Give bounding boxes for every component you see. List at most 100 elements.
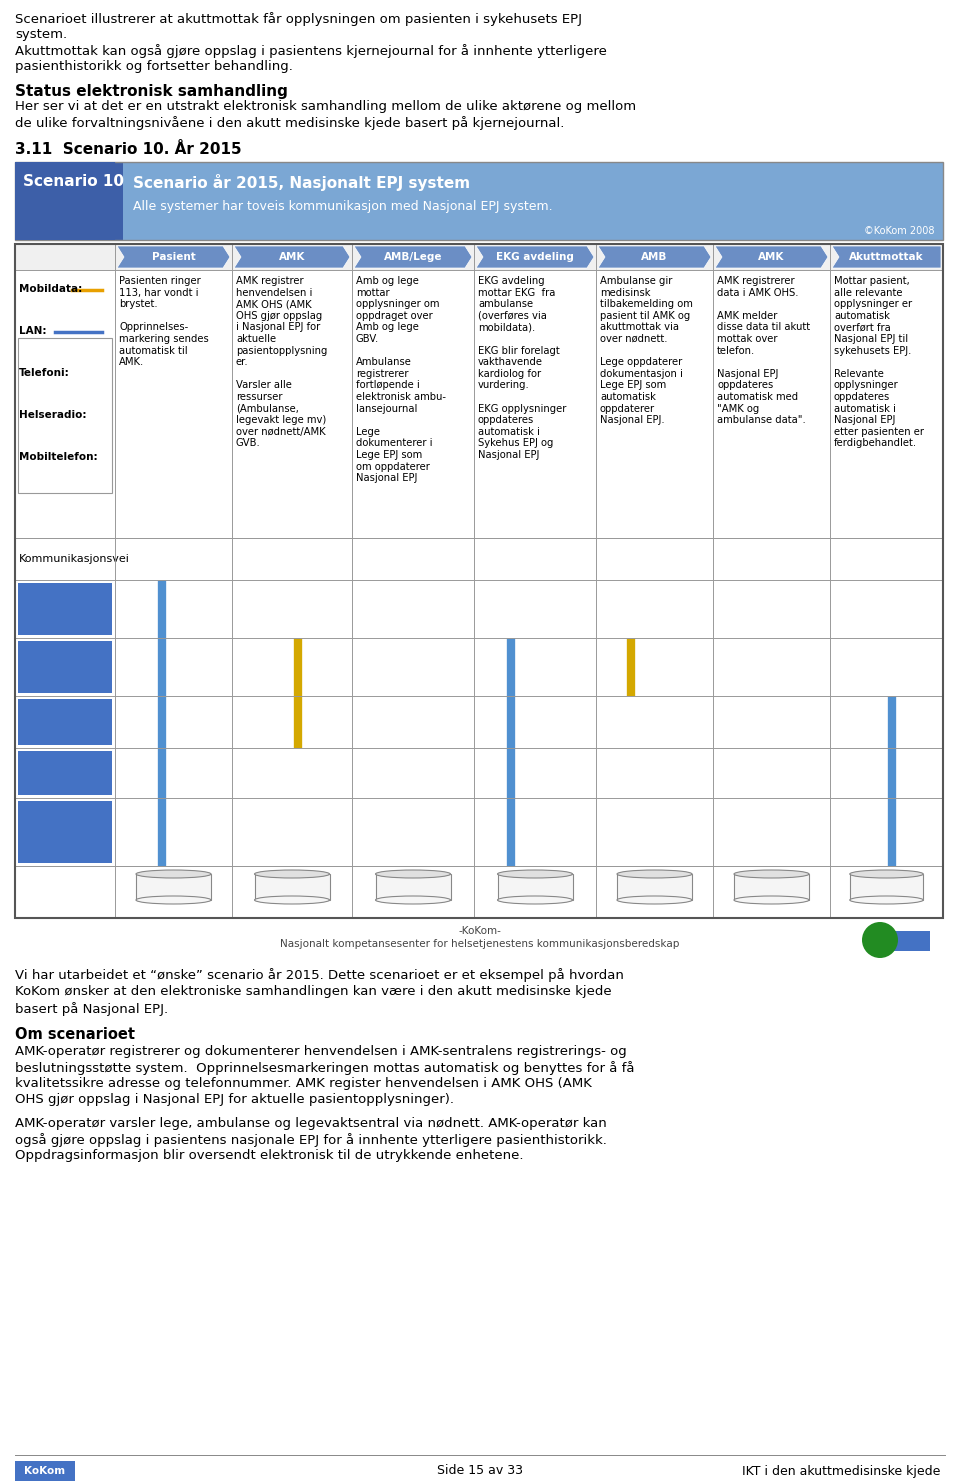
- Text: beslutningsstøtte system.  Opprinnelsesmarkeringen mottas automatisk og benyttes: beslutningsstøtte system. Opprinnelsesma…: [15, 1060, 635, 1075]
- Text: Her ser vi at det er en utstrakt elektronisk samhandling mellom de ulike aktøren: Her ser vi at det er en utstrakt elektro…: [15, 101, 636, 113]
- Text: Scenario år 2015, Nasjonalt EPJ system: Scenario år 2015, Nasjonalt EPJ system: [133, 173, 470, 191]
- Text: Om scenarioet: Om scenarioet: [15, 1026, 135, 1043]
- Text: Lege i vakt: Lege i vakt: [29, 825, 102, 838]
- Bar: [254, 874, 329, 900]
- Text: OHS gjør oppslag i Nasjonal EPJ for aktuelle pasientopplysninger).: OHS gjør oppslag i Nasjonal EPJ for aktu…: [15, 1093, 454, 1106]
- Polygon shape: [15, 161, 123, 240]
- Text: AMK: AMK: [758, 252, 784, 262]
- Text: Nasjonal EPJ: Nasjonal EPJ: [507, 883, 563, 892]
- Bar: [18, 801, 112, 863]
- Bar: [15, 244, 943, 918]
- Text: basert på Nasjonal EPJ.: basert på Nasjonal EPJ.: [15, 1003, 168, 1016]
- Text: Nasjonal EPJ: Nasjonal EPJ: [264, 883, 320, 892]
- Bar: [375, 874, 450, 900]
- Polygon shape: [354, 246, 472, 268]
- Bar: [136, 874, 211, 900]
- Text: Akuttmottak: Akuttmottak: [850, 252, 924, 262]
- Text: AMK registrer
henvendelsen i
AMK OHS (AMK
OHS gjør oppslag
i Nasjonal EPJ for
ak: AMK registrer henvendelsen i AMK OHS (AM…: [236, 275, 327, 449]
- Text: 3.11  Scenario 10. År 2015: 3.11 Scenario 10. År 2015: [15, 142, 242, 157]
- Text: IKT i den akuttmedisinske kjede: IKT i den akuttmedisinske kjede: [742, 1465, 940, 1478]
- Text: Telefoni:: Telefoni:: [19, 367, 70, 378]
- Bar: [18, 751, 112, 795]
- Text: Akuttmottak kan også gjøre oppslag i pasientens kjernejournal for å innhente ytt: Akuttmottak kan også gjøre oppslag i pas…: [15, 44, 607, 58]
- Text: Vi har utarbeidet et “ønske” scenario år 2015. Dette scenarioet er et eksempel p: Vi har utarbeidet et “ønske” scenario år…: [15, 969, 624, 982]
- Text: Pasienten ringer
113, har vondt i
brystet.

Opprinnelses-
markering sendes
autom: Pasienten ringer 113, har vondt i bryste…: [119, 275, 208, 367]
- Text: også gjøre oppslag i pasientens nasjonale EPJ for å innhente ytterligere pasient: også gjøre oppslag i pasientens nasjonal…: [15, 1133, 607, 1146]
- Ellipse shape: [254, 869, 329, 878]
- Text: Pasient: Pasient: [152, 252, 196, 262]
- Text: LV-sentral: LV-sentral: [32, 767, 98, 779]
- Text: Nasjonal EPJ: Nasjonal EPJ: [627, 883, 683, 892]
- Text: Status elektronisk samhandling: Status elektronisk samhandling: [15, 84, 288, 99]
- Text: Nasjonal EPJ: Nasjonal EPJ: [744, 883, 799, 892]
- Polygon shape: [117, 246, 230, 268]
- Ellipse shape: [734, 896, 809, 903]
- Text: -KoKom-: -KoKom-: [459, 926, 501, 936]
- Text: Scenarioet illustrerer at akuttmottak får opplysningen om pasienten i sykehusets: Scenarioet illustrerer at akuttmottak få…: [15, 12, 582, 27]
- Bar: [18, 338, 112, 493]
- Bar: [18, 699, 112, 745]
- Bar: [617, 874, 692, 900]
- Bar: [15, 1460, 75, 1481]
- Text: LAN:: LAN:: [19, 326, 46, 336]
- Ellipse shape: [617, 869, 692, 878]
- Polygon shape: [476, 246, 594, 268]
- Polygon shape: [598, 246, 711, 268]
- Text: Sykehus: Sykehus: [37, 715, 92, 729]
- Bar: [123, 161, 943, 240]
- Text: AMK-operatør varsler lege, ambulanse og legevaktsentral via nødnett. AMK-operatø: AMK-operatør varsler lege, ambulanse og …: [15, 1117, 607, 1130]
- Bar: [870, 932, 930, 951]
- Bar: [734, 874, 809, 900]
- Text: ©KoKom 2008: ©KoKom 2008: [865, 227, 935, 235]
- Text: AMK: AMK: [50, 603, 80, 616]
- Text: Ambulanse: Ambulanse: [29, 661, 102, 674]
- Text: AMK registrerer
data i AMK OHS.

AMK melder
disse data til akutt
mottak over
tel: AMK registrerer data i AMK OHS. AMK meld…: [717, 275, 810, 425]
- Text: Mobiltelefon:: Mobiltelefon:: [19, 452, 98, 462]
- Text: KoKom ønsker at den elektroniske samhandlingen kan være i den akutt medisinske k: KoKom ønsker at den elektroniske samhand…: [15, 985, 612, 998]
- Circle shape: [862, 923, 898, 958]
- Ellipse shape: [375, 869, 450, 878]
- Text: AMK-operatør registrerer og dokumenterer henvendelsen i AMK-sentralens registrer: AMK-operatør registrerer og dokumenterer…: [15, 1046, 627, 1057]
- Text: Mottar pasient,
alle relevante
opplysninger er
automatisk
overført fra
Nasjonal : Mottar pasient, alle relevante opplysnin…: [834, 275, 924, 449]
- Polygon shape: [234, 246, 350, 268]
- Text: Nasjonal EPJ: Nasjonal EPJ: [859, 883, 914, 892]
- Text: Ambulanse gir
medisinsk
tilbakemelding om
pasient til AMK og
akuttmottak via
ove: Ambulanse gir medisinsk tilbakemelding o…: [600, 275, 693, 425]
- Text: Oppdragsinformasjon blir oversendt elektronisk til de utrykkende enhetene.: Oppdragsinformasjon blir oversendt elekt…: [15, 1149, 523, 1163]
- Polygon shape: [715, 246, 828, 268]
- Text: AMK: AMK: [278, 252, 305, 262]
- Text: pasienthistorikk og fortsetter behandling.: pasienthistorikk og fortsetter behandlin…: [15, 61, 293, 73]
- Ellipse shape: [136, 896, 211, 903]
- Text: Side 15 av 33: Side 15 av 33: [437, 1465, 523, 1478]
- Ellipse shape: [734, 869, 809, 878]
- Ellipse shape: [497, 896, 572, 903]
- Ellipse shape: [254, 896, 329, 903]
- Text: EKG avdeling: EKG avdeling: [496, 252, 574, 262]
- Text: Scenario 10: Scenario 10: [23, 173, 124, 190]
- Text: kvalitetssikre adresse og telefonnummer. AMK register henvendelsen i AMK OHS (AM: kvalitetssikre adresse og telefonnummer.…: [15, 1077, 592, 1090]
- Text: Nasjonal EPJ: Nasjonal EPJ: [146, 883, 202, 892]
- Ellipse shape: [136, 869, 211, 878]
- Bar: [15, 161, 943, 240]
- Ellipse shape: [375, 896, 450, 903]
- Text: AMB: AMB: [641, 252, 668, 262]
- Text: system.: system.: [15, 28, 67, 41]
- Ellipse shape: [850, 869, 924, 878]
- Bar: [15, 161, 123, 240]
- Text: de ulike forvaltningsnivåene i den akutt medisinske kjede basert på kjernejourna: de ulike forvaltningsnivåene i den akutt…: [15, 116, 564, 130]
- Ellipse shape: [617, 896, 692, 903]
- Text: EKG avdeling
mottar EKG  fra
ambulanse
(overføres via
mobildata).

EKG blir fore: EKG avdeling mottar EKG fra ambulanse (o…: [478, 275, 566, 461]
- Text: Nasjonalt kompetansesenter for helsetjenestens kommunikasjonsberedskap: Nasjonalt kompetansesenter for helsetjen…: [280, 939, 680, 949]
- Text: Amb og lege
mottar
opplysninger om
oppdraget over
Amb og lege
GBV.

Ambulanse
re: Amb og lege mottar opplysninger om oppdr…: [356, 275, 446, 483]
- Bar: [15, 244, 943, 270]
- Text: Kommunikasjonsvei: Kommunikasjonsvei: [19, 554, 130, 564]
- Bar: [18, 584, 112, 635]
- Text: Nasjonal EPJ: Nasjonal EPJ: [385, 883, 441, 892]
- Text: Mobildata:: Mobildata:: [19, 284, 83, 295]
- Polygon shape: [832, 246, 941, 268]
- Ellipse shape: [497, 869, 572, 878]
- Text: KoKom: KoKom: [24, 1466, 65, 1477]
- Text: Helseradio:: Helseradio:: [19, 410, 86, 421]
- Text: KoKom: KoKom: [878, 936, 922, 946]
- Bar: [850, 874, 924, 900]
- Bar: [18, 641, 112, 693]
